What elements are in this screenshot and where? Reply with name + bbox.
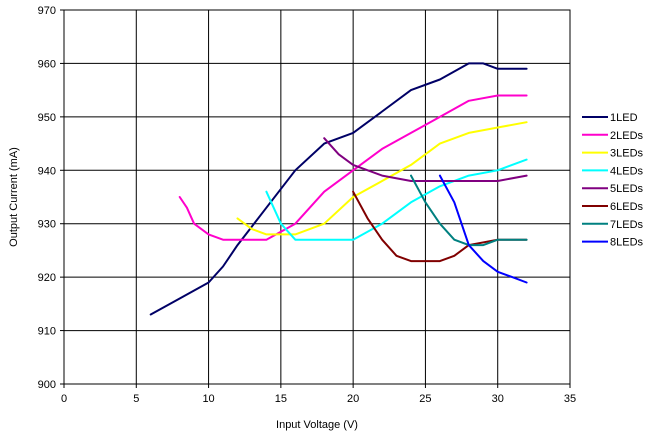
y-tick-label: 960	[38, 58, 56, 70]
series-line-1led	[149, 62, 528, 316]
y-tick-label: 900	[38, 379, 56, 391]
series-line-5leds	[323, 137, 528, 182]
x-tick-label: 5	[133, 393, 139, 405]
legend-label: 6LEDs	[610, 201, 644, 213]
x-tick-label: 30	[492, 393, 504, 405]
legend-label: 7LEDs	[610, 219, 644, 231]
legend-label: 5LEDs	[610, 183, 644, 195]
legend-label: 3LEDs	[610, 148, 644, 160]
plot-area-frame	[63, 9, 571, 385]
y-tick-label: 920	[38, 272, 56, 284]
legend-label: 2LEDs	[610, 130, 644, 142]
y-tick-label: 940	[38, 165, 56, 177]
legend-label: 4LEDs	[610, 165, 644, 177]
x-tick-label: 10	[202, 393, 214, 405]
x-tick-label: 35	[564, 393, 576, 405]
y-tick-label: 910	[38, 326, 56, 338]
y-tick-label: 970	[38, 5, 56, 17]
series-line-4leds	[265, 158, 528, 241]
series-line-3leds	[236, 121, 528, 236]
series-line-8leds	[438, 174, 528, 284]
y-tick-label: 930	[38, 219, 56, 231]
x-tick-label: 0	[61, 393, 67, 405]
series-line-6leds	[352, 190, 528, 263]
series-lines	[149, 62, 528, 316]
x-axis-label: Input Voltage (V)	[276, 419, 358, 431]
y-axis-label: Output Current (mA)	[8, 147, 20, 247]
y-tick-label: 950	[38, 112, 56, 124]
y-axis-ticks: 900 910 920 930 940 950 960 970	[38, 5, 64, 391]
x-axis-ticks: 0 5 10 15 20 25 30 35	[61, 384, 576, 405]
legend-label: 1LED	[610, 112, 638, 124]
x-tick-label: 25	[419, 393, 431, 405]
series-line-7leds	[410, 174, 528, 247]
x-tick-label: 20	[347, 393, 359, 405]
legend: 1LED 2LEDs 3LEDs 4LEDs 5LEDs 6LEDs 7LEDs 8LEDs	[582, 112, 644, 249]
grid	[64, 10, 570, 384]
series-line-2leds	[178, 94, 528, 241]
x-tick-label: 15	[275, 393, 287, 405]
legend-label: 8LEDs	[610, 237, 644, 249]
